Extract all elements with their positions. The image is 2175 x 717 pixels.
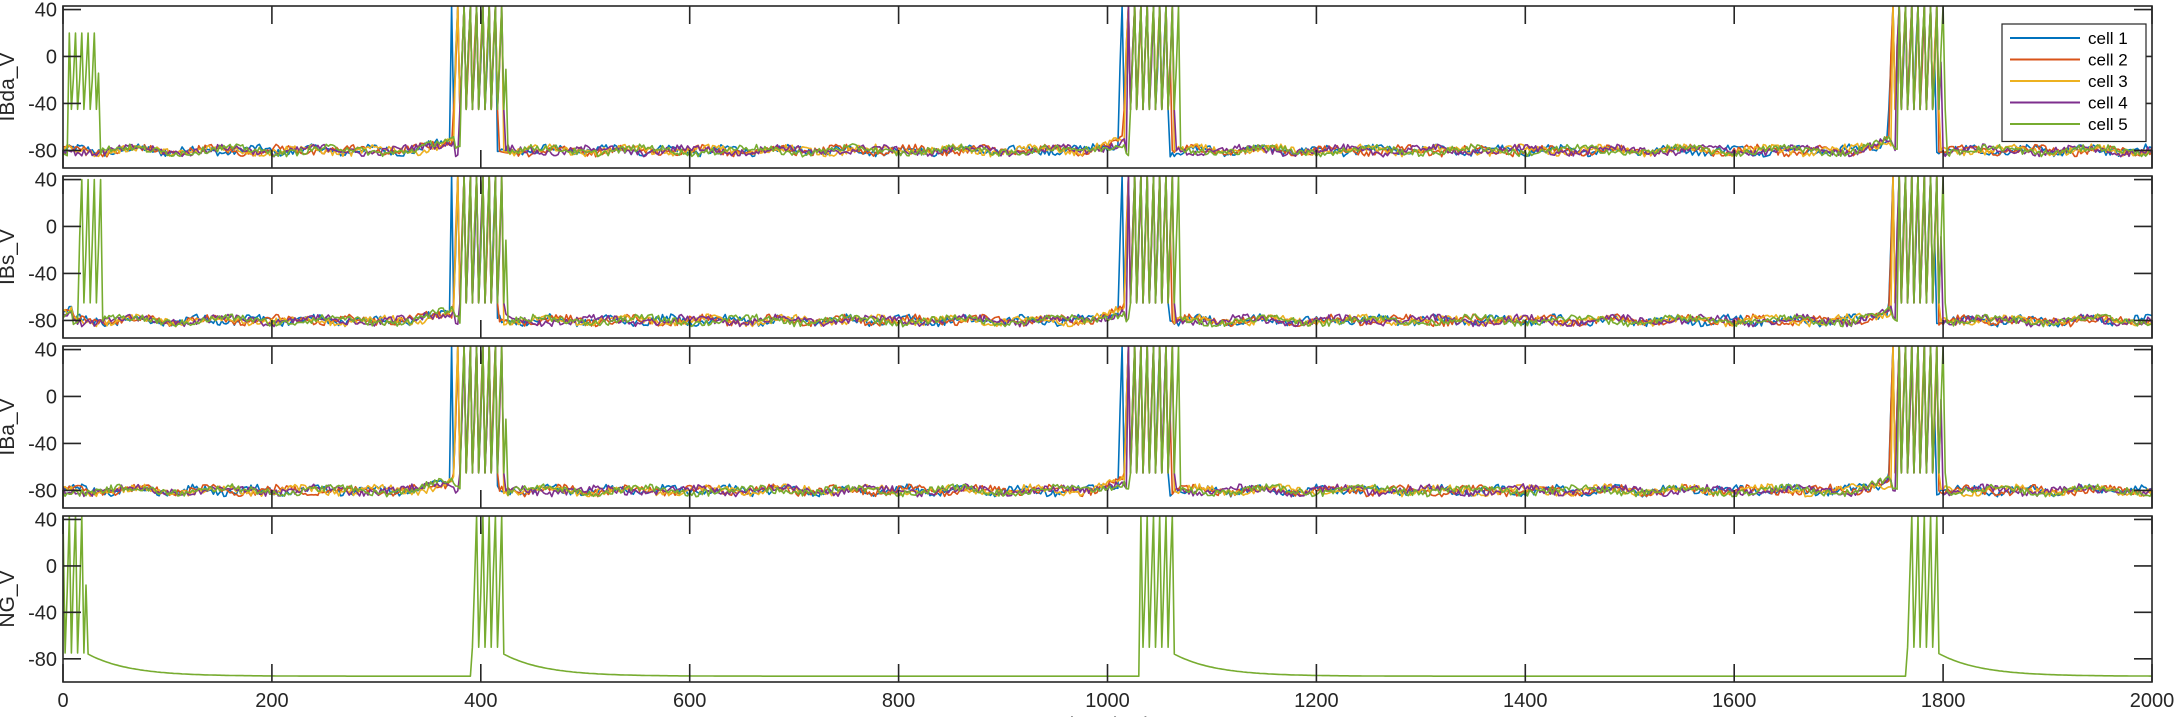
trace-cell-5 <box>63 346 2152 498</box>
trace-cell-3 <box>63 346 2152 498</box>
y-axis-label: NG_V <box>0 570 19 627</box>
x-axis-label: time (ms) <box>1064 714 1152 717</box>
traces <box>63 346 2152 498</box>
legend-box <box>2001 23 2147 143</box>
trace-cell-2 <box>63 6 2152 158</box>
subplot-ng-v: 400-40-800 200 400 600 800 1000 1200 1400 1600 18… <box>0 509 2174 717</box>
x-tick-label: 1200 <box>1294 690 1339 712</box>
legend-entry: cell 1 <box>2088 29 2128 48</box>
y-tick-label: 0 <box>46 556 57 578</box>
traces <box>63 6 2152 158</box>
x-tick-label: 0 <box>57 690 68 712</box>
trace-cell-4 <box>63 346 2152 498</box>
y-tick-label: 0 <box>46 386 57 408</box>
y-tick-label: 0 <box>46 216 57 238</box>
y-tick-label: 0 <box>46 46 57 68</box>
subplot-iba-v: 40 0 -40 -80 IBa_V <box>0 340 2153 509</box>
axes-frame <box>62 345 2153 509</box>
y-tick-label: -40 <box>28 433 57 455</box>
trace-cell-5 <box>63 176 2152 328</box>
trace-cell-5 <box>63 516 2152 678</box>
y-tick-label: 40 <box>35 509 57 531</box>
trace-cell-1 <box>63 176 2152 328</box>
y-tick-label: 40 <box>35 170 57 192</box>
trace-cell-3 <box>63 176 2152 328</box>
traces <box>63 516 2152 678</box>
y-tick-label: -80 <box>28 480 57 502</box>
y-axis-label: IBda_V <box>0 53 19 122</box>
subplot-ibs-v: 40 0 -40 -80 IBs_V <box>0 170 2153 339</box>
x-tick-label: 2000 <box>2130 690 2175 712</box>
y-tick-label: -40 <box>28 93 57 115</box>
y-tick-label: -40 <box>28 602 57 624</box>
axes-frame <box>62 515 2153 683</box>
legend-entry: cell 3 <box>2088 72 2128 91</box>
y-tick-label: -80 <box>28 310 57 332</box>
trace-cell-1 <box>63 346 2152 498</box>
x-tick-label: 400 <box>464 690 497 712</box>
x-tick-label: 600 <box>673 690 706 712</box>
trace-cell-5 <box>63 6 2152 158</box>
legend: cell 1 cell 2 cell 3 cell 4 cell 5 <box>2001 23 2147 143</box>
y-tick-label: 40 <box>35 340 57 362</box>
y-tick-label: -40 <box>28 263 57 285</box>
legend-entry: cell 4 <box>2088 94 2128 113</box>
x-tick-label: 800 <box>882 690 915 712</box>
trace-cell-2 <box>63 176 2152 328</box>
y-axis-label: IBa_V <box>0 398 19 455</box>
trace-cell-2 <box>63 346 2152 498</box>
legend-entry: cell 2 <box>2088 51 2128 70</box>
x-tick-label: 1400 <box>1503 690 1548 712</box>
trace-cell-3 <box>63 6 2152 158</box>
x-tick-label: 1000 <box>1085 690 1130 712</box>
traces <box>63 176 2152 328</box>
trace-cell-1 <box>63 6 2152 158</box>
x-tick-label: 1800 <box>1921 690 1966 712</box>
x-tick-label: 1600 <box>1712 690 1757 712</box>
x-tick-label: 200 <box>255 690 288 712</box>
y-tick-label: -80 <box>28 140 57 162</box>
y-tick-label: 40 <box>35 0 57 22</box>
legend-entry: cell 5 <box>2088 115 2128 134</box>
y-axis-label: IBs_V <box>0 229 19 285</box>
y-tick-label: -80 <box>28 649 57 671</box>
trace-cell-4 <box>63 6 2152 158</box>
trace-cell-4 <box>63 176 2152 328</box>
